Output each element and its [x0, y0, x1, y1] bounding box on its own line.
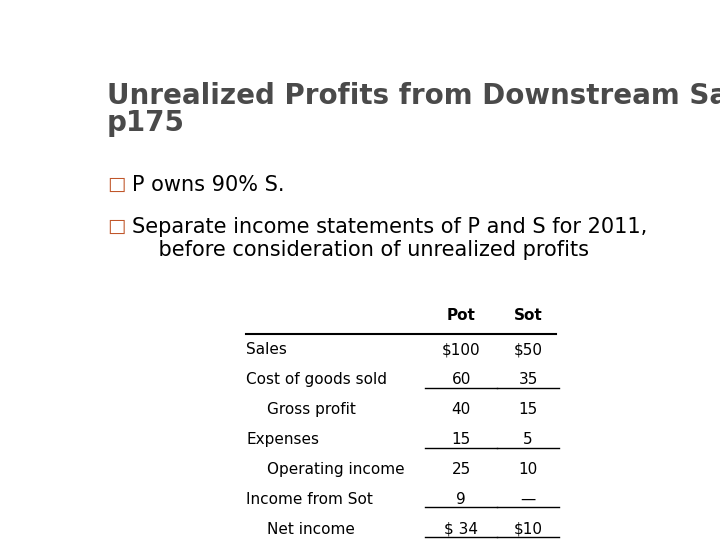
Text: 60: 60 — [451, 372, 471, 387]
Text: Gross profit: Gross profit — [267, 402, 356, 417]
Text: 40: 40 — [451, 402, 471, 417]
Text: Income from Sot: Income from Sot — [246, 492, 373, 507]
Text: 25: 25 — [451, 462, 471, 477]
Text: P owns 90% S.: P owns 90% S. — [132, 175, 284, 195]
Text: Pot: Pot — [446, 308, 475, 323]
Text: Operating income: Operating income — [267, 462, 405, 477]
Text: 15: 15 — [518, 402, 538, 417]
Text: 9: 9 — [456, 492, 466, 507]
Text: p175: p175 — [107, 109, 185, 137]
Text: $50: $50 — [513, 342, 543, 357]
Text: 15: 15 — [451, 432, 471, 447]
Text: 5: 5 — [523, 432, 533, 447]
Text: Cost of goods sold: Cost of goods sold — [246, 372, 387, 387]
Text: Expenses: Expenses — [246, 432, 319, 447]
Text: Sales: Sales — [246, 342, 287, 357]
Text: $100: $100 — [442, 342, 480, 357]
Text: $10: $10 — [513, 522, 543, 537]
Text: $ 34: $ 34 — [444, 522, 478, 537]
Text: 10: 10 — [518, 462, 538, 477]
Text: Sot: Sot — [513, 308, 542, 323]
Text: —: — — [521, 492, 536, 507]
Text: Separate income statements of P and S for 2011,
    before consideration of unre: Separate income statements of P and S fo… — [132, 217, 647, 260]
Text: □: □ — [107, 175, 125, 194]
Text: Unrealized Profits from Downstream Sales: Unrealized Profits from Downstream Sales — [107, 82, 720, 110]
Text: Net income: Net income — [267, 522, 355, 537]
Text: □: □ — [107, 217, 125, 235]
Text: 35: 35 — [518, 372, 538, 387]
